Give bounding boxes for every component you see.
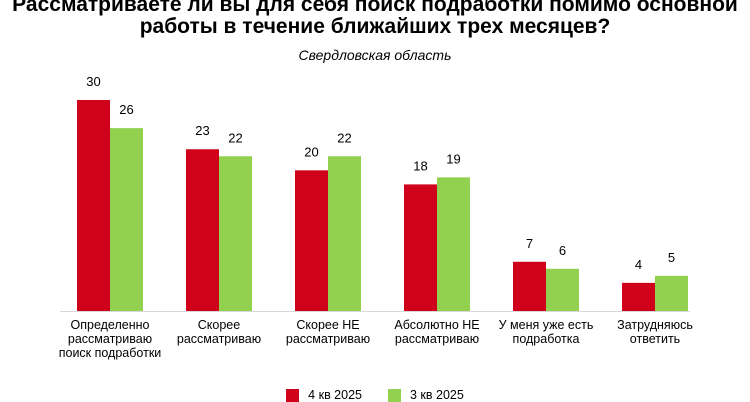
data-label: 5 [668, 250, 675, 265]
bar [546, 268, 579, 311]
category-label: Скорее рассматриваю [176, 318, 262, 346]
legend: 4 кв 2025 3 кв 2025 [0, 388, 750, 402]
legend-label: 3 кв 2025 [410, 388, 464, 402]
bar [110, 128, 143, 311]
chart-subtitle: Свердловская область [298, 47, 452, 63]
data-label: 7 [526, 236, 533, 251]
data-label: 23 [195, 123, 209, 138]
bar [219, 156, 252, 311]
data-label: 20 [304, 144, 318, 159]
bar [622, 282, 655, 311]
category-label: У меня уже есть подработка [498, 318, 594, 346]
category-label: Скорее НЕ рассматриваю [285, 318, 371, 346]
data-label: 30 [86, 74, 100, 89]
category-label: Затрудняюсь ответить [617, 318, 693, 346]
bar [437, 177, 470, 311]
data-label: 4 [635, 257, 642, 272]
bar [513, 261, 546, 311]
category-label: Абсолютно НЕ рассматриваю [394, 318, 480, 346]
legend-label: 4 кв 2025 [308, 388, 362, 402]
legend-item: 3 кв 2025 [388, 388, 464, 402]
bar [655, 275, 688, 311]
bar [404, 184, 437, 311]
bar [77, 100, 110, 311]
category-label: Определенно рассматриваю поиск подработк… [58, 318, 162, 360]
legend-swatch [286, 388, 300, 402]
data-label: 6 [559, 243, 566, 258]
legend-swatch [388, 388, 401, 402]
legend-item: 4 кв 2025 [286, 388, 362, 402]
bar [328, 156, 361, 311]
chart-title: Рассматриваете ли вы для себя поиск подр… [12, 0, 738, 38]
bar [295, 170, 328, 311]
data-label: 22 [337, 130, 351, 145]
data-label: 26 [119, 102, 133, 117]
bar [186, 149, 219, 311]
data-label: 18 [413, 158, 427, 173]
data-label: 19 [446, 151, 460, 166]
data-label: 22 [228, 130, 242, 145]
